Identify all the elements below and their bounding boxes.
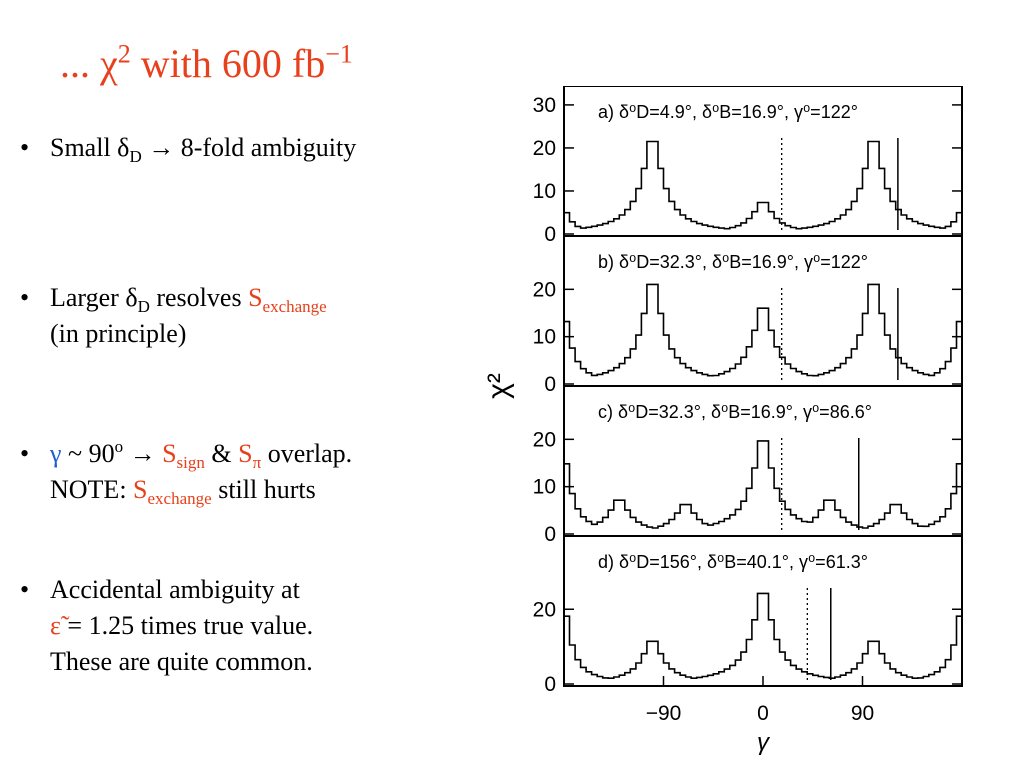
y-tick-label: 20 [533, 598, 556, 621]
bullet-marker: • [20, 283, 30, 312]
delta-subscript: D [137, 297, 150, 316]
panel-label: b) δ⁰D=32.3°, δ⁰B=16.9°, γ⁰=122° [598, 252, 868, 272]
chi2-curve [564, 440, 962, 529]
panel-label: a) δ⁰D=4.9°, δ⁰B=16.9°, γ⁰=122° [598, 102, 858, 122]
epsilon-tilde-symbol: ε̃ [50, 611, 61, 640]
s-exchange-symbol: S [133, 475, 148, 504]
s-pi-subscript: π [252, 453, 262, 472]
x-tick-label: 0 [757, 702, 769, 725]
degree-superscript: o [114, 437, 124, 456]
delta-symbol: δ [125, 283, 138, 312]
bullet-text: Larger δD resolves Sexchange (in principl… [50, 280, 327, 352]
delta-symbol: δ [117, 133, 130, 162]
s-sign-subscript: sign [176, 453, 205, 472]
y-tick-label: 0 [544, 223, 556, 246]
gamma-symbol: γ [50, 439, 62, 468]
s-exchange-subscript: exchange [262, 297, 327, 316]
panel-label: d) δ⁰D=156°, δ⁰B=40.1°, γ⁰=61.3° [598, 552, 868, 572]
x-tick-label: 90 [851, 702, 874, 725]
bullet-marker: • [20, 575, 30, 604]
y-tick-label: 0 [544, 673, 556, 696]
s-sign-symbol: S [162, 439, 177, 468]
y-tick-label: 20 [533, 137, 556, 160]
bullet-word: Larger [50, 283, 126, 312]
y-tick-label: 10 [533, 326, 556, 349]
bullet-text: Small δD → 8-fold ambiguity [50, 130, 356, 166]
title-chi-exponent: 2 [117, 39, 131, 69]
bullet-line: = 1.25 times true value. [60, 611, 314, 640]
chi2-curve [564, 140, 962, 230]
bullet-line: Accidental ambiguity at [50, 575, 300, 604]
bullet-word: resolves [149, 283, 249, 312]
bullet-text: γ ~ 90o → Ssign & Sπ overlap. NOTE: Sexch… [50, 436, 352, 508]
y-tick-label: 20 [533, 278, 556, 301]
chi2-curve [564, 283, 962, 377]
title-chi: χ [100, 41, 118, 86]
x-tick-label: −90 [646, 702, 682, 725]
bullet-marker: • [20, 133, 30, 162]
bullet-word: still hurts [211, 475, 316, 504]
bullet-word: NOTE: [50, 475, 134, 504]
y-tick-label: 0 [544, 523, 556, 546]
title-fb-exponent: −1 [325, 39, 353, 69]
delta-subscript: D [129, 147, 142, 166]
s-exchange-subscript: exchange [147, 489, 212, 508]
bullet-line: These are quite common. [50, 647, 313, 676]
bullet-line: (in principle) [50, 319, 187, 348]
bullet-word: & [204, 439, 239, 468]
s-pi-symbol: S [238, 439, 253, 468]
y-tick-label: 10 [533, 476, 556, 499]
bullet-word: → 8-fold ambiguity [141, 133, 357, 162]
slide-title: ... χ2 with 600 fb−1 [60, 40, 353, 87]
bullet-word: → [123, 439, 163, 468]
chi2-chart: 30 20 10 0 a) δ⁰D=4.9°, δ⁰B=16.9°, γ⁰=122° 20… [482, 86, 963, 756]
y-axis-label: χ² [482, 373, 515, 399]
chi2-curve [564, 592, 962, 679]
y-tick-label: 0 [544, 373, 556, 396]
bullet-word: ~ 90 [61, 439, 115, 468]
bullet-marker: • [20, 439, 30, 468]
title-prefix: ... [60, 41, 100, 86]
y-tick-label: 20 [533, 428, 556, 451]
s-exchange-symbol: S [248, 283, 263, 312]
x-axis-label: γ [757, 729, 771, 756]
bullet-word: Small [50, 133, 118, 162]
bullet-word: overlap. [261, 439, 353, 468]
panel-label: c) δ⁰D=32.3°, δ⁰B=16.9°, γ⁰=86.6° [598, 402, 872, 422]
bullet-text: Accidental ambiguity at ε̃ = 1.25 times t… [50, 572, 313, 680]
y-tick-label: 10 [533, 180, 556, 203]
y-tick-label: 30 [533, 94, 556, 117]
title-middle: with 600 fb [130, 41, 326, 86]
